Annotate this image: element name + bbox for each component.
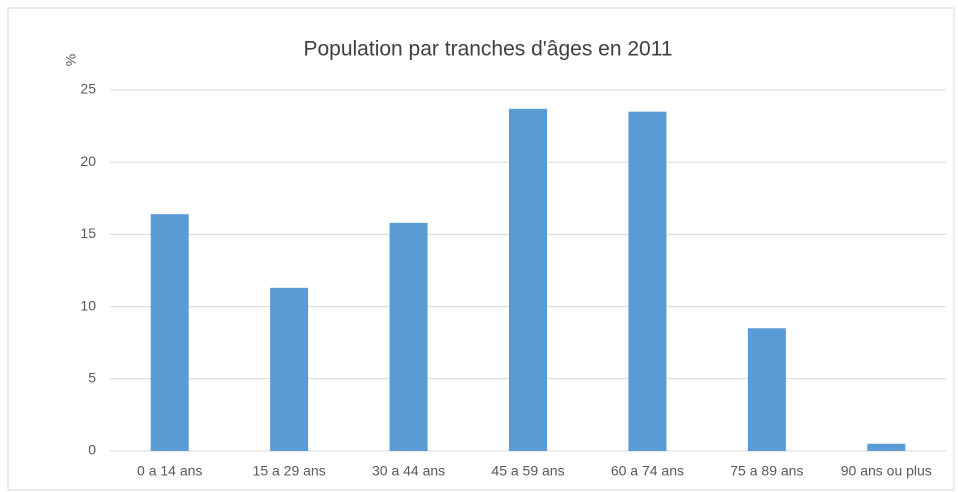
x-tick-label: 45 a 59 ans xyxy=(491,463,564,479)
y-tick-label: 0 xyxy=(88,442,96,458)
x-tick-label: 30 a 44 ans xyxy=(372,463,445,479)
y-tick-label: 5 xyxy=(88,370,96,386)
y-tick-label: 15 xyxy=(80,225,96,241)
bar xyxy=(270,287,309,451)
y-tick-label: 10 xyxy=(80,297,96,313)
x-tick-label: 15 a 29 ans xyxy=(253,463,326,479)
chart-title: Population par tranches d'âges en 2011 xyxy=(303,38,672,61)
bar xyxy=(628,111,667,451)
x-tick-label: 60 a 74 ans xyxy=(611,463,684,479)
bar xyxy=(389,222,428,451)
x-tick-label: 90 ans ou plus xyxy=(841,463,932,479)
chart-frame xyxy=(7,7,955,491)
y-tick-label: 20 xyxy=(80,153,96,169)
y-tick-label: 25 xyxy=(80,81,96,97)
x-tick-label: 75 a 89 ans xyxy=(730,463,803,479)
bar xyxy=(509,108,547,451)
x-tick-label: 0 a 14 ans xyxy=(137,463,202,479)
y-axis-label: % xyxy=(63,54,79,66)
bar xyxy=(867,443,906,451)
bar xyxy=(747,328,786,451)
bar xyxy=(150,214,189,451)
